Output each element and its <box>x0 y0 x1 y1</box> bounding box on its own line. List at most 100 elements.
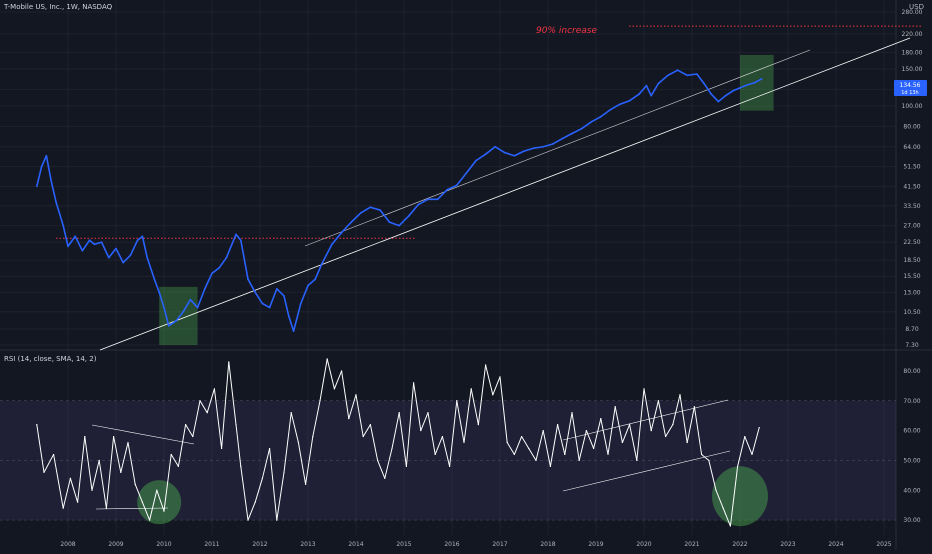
price-segment <box>287 315 295 332</box>
increase-annotation: 90% increase <box>536 26 597 36</box>
price-segment <box>359 206 372 214</box>
rsi-trend-upper-2008 <box>91 424 195 445</box>
rsi-segment <box>283 412 292 473</box>
rsi-segment <box>362 424 371 438</box>
rsi-segment <box>441 436 451 467</box>
rsi-segment <box>405 382 415 467</box>
x-tick-label: 2019 <box>588 541 603 548</box>
rsi-segment <box>535 430 544 461</box>
rsi-segment <box>499 376 508 444</box>
price-segment <box>561 132 573 140</box>
rsi-segment <box>686 406 695 444</box>
rsi-segment <box>120 442 129 473</box>
x-tick-label: 2011 <box>204 541 219 548</box>
rsi-segment <box>434 436 443 455</box>
price-segment <box>67 235 76 248</box>
x-tick-label: 2016 <box>444 541 459 548</box>
x-tick-label: 2022 <box>732 541 747 548</box>
rsi-segment <box>643 388 652 432</box>
rsi-segment <box>235 424 242 467</box>
price-y-tick-label: 13.00 <box>903 289 920 296</box>
rsi-segment <box>427 412 436 455</box>
rsi-segment <box>449 400 458 467</box>
price-segment <box>465 159 477 174</box>
price-segment <box>657 74 669 85</box>
price-segment <box>100 241 110 259</box>
rsi-segment <box>722 507 731 527</box>
price-y-tick-label: 10.50 <box>903 309 920 316</box>
price-segment <box>695 73 705 85</box>
rsi-segment <box>377 459 386 479</box>
x-tick-label: 2013 <box>300 541 315 548</box>
price-y-tick-label: 41.50 <box>903 183 920 190</box>
rsi-segment <box>528 447 537 461</box>
rsi-segment <box>134 483 143 503</box>
rsi-segment <box>701 453 710 461</box>
rsi-segment <box>578 430 587 461</box>
x-tick-label: 2017 <box>492 541 507 548</box>
price-segment <box>388 221 401 227</box>
price-y-tick-label: 80.00 <box>903 123 920 130</box>
price-segment <box>261 302 271 309</box>
rsi-segment <box>715 489 724 509</box>
price-segment <box>379 209 391 224</box>
price-point <box>760 78 763 80</box>
price-segment <box>50 180 57 203</box>
price-segment <box>163 306 170 327</box>
rsi-segment <box>549 424 559 467</box>
rsi-segment <box>36 424 45 473</box>
rsi-segment <box>593 418 602 449</box>
price-segment <box>81 239 91 252</box>
rsi-segment <box>199 400 208 414</box>
price-segment <box>731 87 741 92</box>
price-segment <box>628 93 641 102</box>
x-tick-label: 2009 <box>108 541 123 548</box>
price-segment <box>436 188 449 201</box>
price-segment <box>108 247 117 259</box>
price-segment <box>62 224 69 248</box>
price-segment <box>153 278 160 294</box>
price-segment <box>590 115 602 123</box>
symbol-title: T-Mobile US, Inc., 1W, NASDAQ <box>4 3 113 11</box>
rsi-segment <box>571 412 580 461</box>
rsi-segment <box>456 400 465 444</box>
price-segment <box>204 272 213 290</box>
rsi-y-tick-label: 40.00 <box>903 487 920 494</box>
price-segment <box>746 81 756 86</box>
rsi-segment <box>477 364 487 426</box>
rsi-segment <box>729 465 739 527</box>
rsi-segment <box>84 436 93 491</box>
rsi-y-tick-label: 80.00 <box>903 368 920 375</box>
rsi-segment <box>247 501 256 521</box>
price-segment <box>717 94 727 103</box>
price-segment <box>189 298 199 309</box>
price-segment <box>158 291 165 309</box>
rsi-segment <box>665 424 674 438</box>
trend-line-support <box>99 37 911 351</box>
price-segment <box>676 69 689 77</box>
rsi-segment <box>744 436 753 455</box>
x-tick-label: 2010 <box>156 541 171 548</box>
trend-line-channel <box>304 49 811 247</box>
price-segment <box>609 103 621 111</box>
price-segment <box>314 261 324 281</box>
price-segment <box>93 241 103 246</box>
price-segment <box>513 150 525 157</box>
rsi-segment <box>672 394 681 426</box>
price-segment <box>667 69 679 77</box>
price-y-tick-label: 220.00 <box>902 31 923 38</box>
price-segment <box>703 82 713 95</box>
rsi-segment <box>657 400 667 438</box>
rsi-segment <box>276 471 285 521</box>
rsi-y-tick-label: 30.00 <box>903 517 920 524</box>
price-segment <box>331 231 343 246</box>
price-segment <box>40 154 48 168</box>
price-segment <box>321 243 333 264</box>
price-segment <box>45 154 53 182</box>
rsi-segment <box>98 459 107 509</box>
rsi-segment <box>319 358 328 402</box>
rsi-segment <box>492 376 501 396</box>
rsi-title: RSI (14, close, SMA, 14, 2) <box>4 355 97 363</box>
price-segment <box>35 165 43 188</box>
